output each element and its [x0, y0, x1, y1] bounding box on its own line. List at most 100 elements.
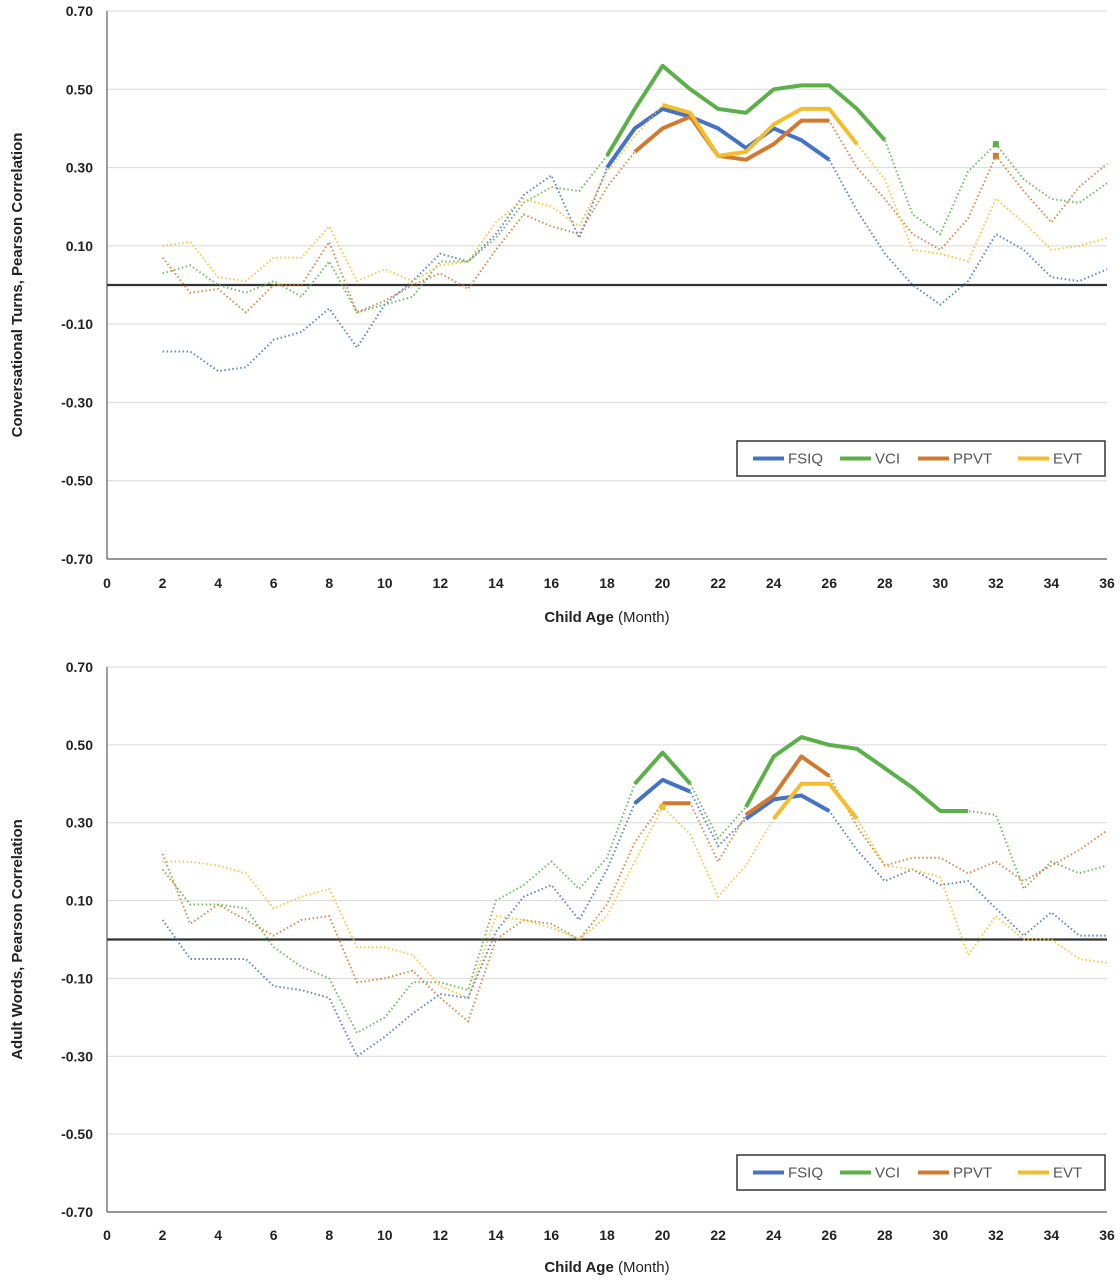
x-tick-label: 10: [377, 575, 393, 591]
series-ppvt: [161, 114, 1108, 314]
x-tick-label: 14: [488, 575, 504, 591]
x-tick-label: 36: [1099, 575, 1115, 591]
legend-label: PPVT: [953, 451, 992, 468]
x-tick-label: 16: [544, 1227, 560, 1243]
x-tick-label: 0: [103, 575, 111, 591]
x-axis-title: Child Age (Month): [544, 609, 669, 626]
x-axis-title-main: Child Age: [544, 609, 613, 626]
significant-point: [992, 152, 999, 159]
x-tick-label: 14: [488, 1227, 504, 1243]
series-line-significant: [744, 754, 831, 817]
y-tick-label: -0.70: [61, 1204, 93, 1220]
x-axis-title-main: Child Age: [544, 1259, 613, 1276]
chart-2: 0.700.500.300.10-0.10-0.30-0.50-0.700 2 4 6…: [9, 659, 1115, 1276]
y-tick-label: 0.70: [66, 3, 93, 19]
x-tick-label: 18: [599, 575, 615, 591]
y-tick-label: 0.10: [66, 238, 93, 254]
x-tick-label: 26: [821, 575, 837, 591]
y-tick-label: -0.50: [61, 473, 93, 489]
x-tick-label: 30: [933, 1227, 949, 1243]
x-tick-label: 28: [877, 1227, 893, 1243]
y-tick-label: 0.50: [66, 737, 93, 753]
legend-label: VCI: [875, 451, 900, 468]
y-axis-title: Adult Words, Pearson Correlation: [9, 819, 26, 1060]
legend-label: FSIQ: [788, 1165, 823, 1182]
series-line-significant: [633, 750, 692, 786]
x-tick-label: 22: [710, 575, 726, 591]
series-line-significant: [772, 781, 859, 821]
y-tick-label: -0.10: [61, 316, 93, 332]
series-fsiq: [161, 777, 1107, 1058]
x-tick-label: 12: [433, 575, 449, 591]
series-line-significant: [633, 114, 830, 162]
series-ppvt: [161, 754, 1108, 1024]
series-line-significant: [744, 735, 969, 813]
series-line-significant: [605, 63, 887, 157]
x-tick-label: 20: [655, 575, 671, 591]
x-tick-label: 28: [877, 575, 893, 591]
x-tick-label: 24: [766, 1227, 782, 1243]
y-tick-label: -0.70: [61, 551, 93, 567]
series-line-dotted: [162, 107, 1108, 373]
x-tick-label: 8: [325, 575, 333, 591]
x-tick-label: 2: [159, 1227, 167, 1243]
x-tick-label: 24: [766, 575, 782, 591]
legend-label: EVT: [1053, 1165, 1082, 1182]
x-tick-label: 32: [988, 575, 1004, 591]
significant-point: [992, 141, 999, 148]
legend: FSIQ VCI PPVT EVT: [736, 440, 1106, 477]
series-line-significant: [605, 106, 831, 169]
legend: FSIQ VCI PPVT EVT: [736, 1154, 1106, 1191]
series-line-dotted: [161, 778, 1107, 1058]
x-tick-label: 20: [655, 1227, 671, 1243]
x-tick-label: 18: [599, 1227, 615, 1243]
x-tick-label: 10: [377, 1227, 393, 1243]
series-line-dotted: [161, 755, 1108, 1024]
legend-label: PPVT: [953, 1165, 992, 1182]
y-tick-label: 0.70: [66, 659, 93, 675]
x-tick-label: 36: [1099, 1227, 1115, 1243]
x-axis-title: Child Age (Month): [544, 1259, 669, 1276]
series-line-dotted: [162, 782, 1108, 1000]
y-tick-label: -0.30: [61, 1048, 93, 1064]
x-axis-title-unit: (Month): [618, 1259, 670, 1276]
y-tick-label: -0.30: [61, 394, 93, 410]
series-line-dotted: [162, 103, 1108, 283]
series-fsiq: [162, 106, 1108, 373]
legend-label: FSIQ: [788, 451, 823, 468]
series-vci: [162, 63, 1108, 314]
x-tick-label: 26: [821, 1227, 837, 1243]
y-tick-label: -0.50: [61, 1126, 93, 1142]
series-line-dotted: [162, 64, 1108, 314]
x-tick-label: 34: [1044, 1227, 1060, 1243]
series-line-significant: [744, 793, 831, 821]
legend-label: VCI: [875, 1165, 900, 1182]
x-tick-label: 16: [544, 575, 560, 591]
y-tick-label: 0.10: [66, 893, 93, 909]
significant-point: [659, 804, 666, 811]
y-tick-label: 0.30: [66, 160, 93, 176]
series-evt: [162, 102, 1108, 283]
series-line-significant: [633, 777, 692, 805]
x-tick-label: 0: [103, 1227, 111, 1243]
x-tick-label: 12: [433, 1227, 449, 1243]
y-tick-label: 0.30: [66, 815, 93, 831]
series-line-dotted: [161, 115, 1108, 314]
x-tick-label: 6: [270, 575, 278, 591]
x-tick-label: 4: [214, 1227, 222, 1243]
x-tick-label: 30: [933, 575, 949, 591]
x-tick-label: 34: [1044, 575, 1060, 591]
x-tick-label: 8: [325, 1227, 333, 1243]
x-tick-label: 4: [214, 575, 222, 591]
y-tick-label: 0.50: [66, 81, 93, 97]
y-axis-title: Conversational Turns, Pearson Correlatio…: [9, 133, 26, 438]
x-axis-title-unit: (Month): [618, 609, 670, 626]
series-evt: [162, 781, 1108, 1000]
x-tick-label: 32: [988, 1227, 1004, 1243]
series-vci: [161, 735, 1108, 1035]
series-line-significant: [662, 102, 859, 158]
x-tick-label: 6: [270, 1227, 278, 1243]
x-tick-label: 22: [710, 1227, 726, 1243]
